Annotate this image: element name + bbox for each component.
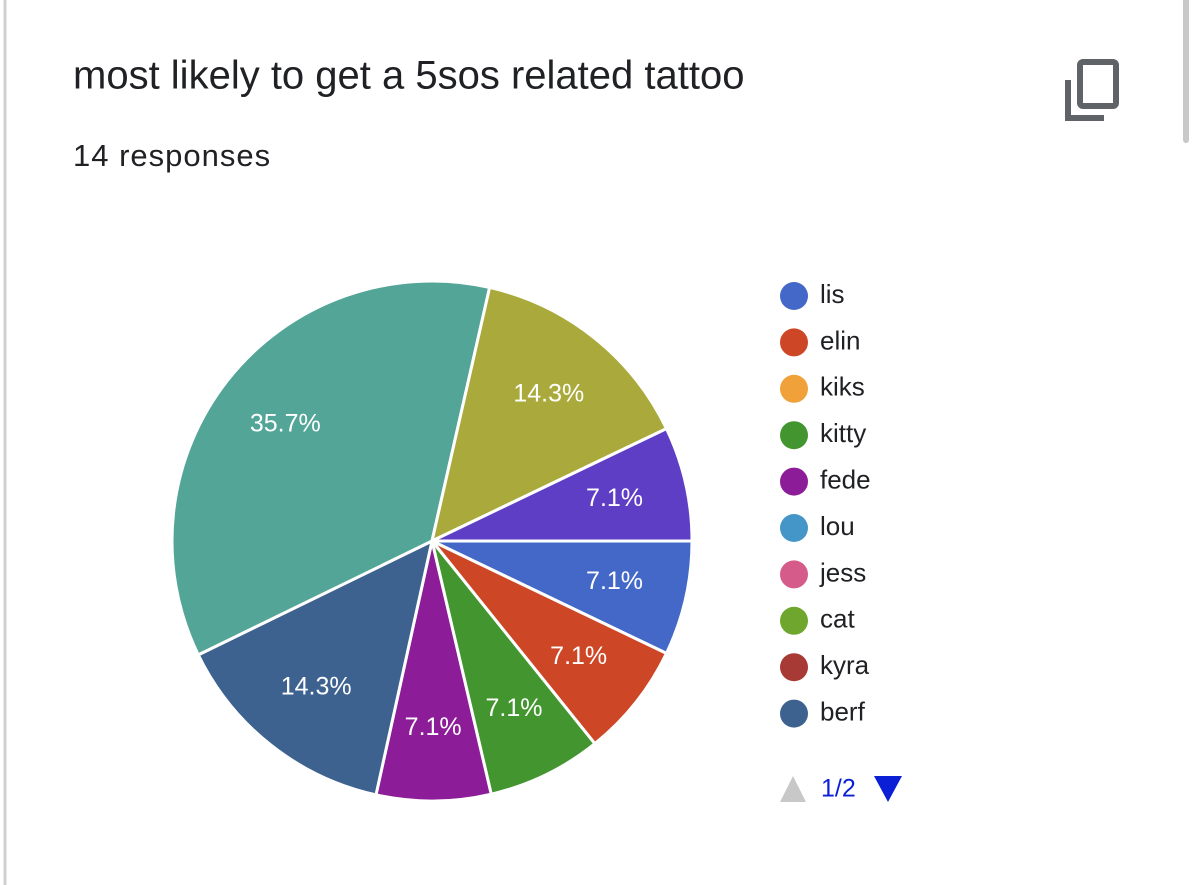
pie-slice <box>429 285 669 544</box>
pie-slice <box>170 279 492 657</box>
copy-icon[interactable] <box>1065 59 1119 121</box>
pager-next[interactable] <box>874 776 902 802</box>
legend-label: fede <box>820 464 871 494</box>
slice-label: 7.1% <box>586 567 643 595</box>
slice-label: 7.1% <box>586 484 643 512</box>
legend-swatch <box>780 328 808 357</box>
legend-swatch <box>780 653 808 682</box>
pie-slice <box>374 540 494 803</box>
pie-slice <box>431 426 694 543</box>
pager-prev[interactable] <box>780 776 806 802</box>
pie-slice <box>430 540 597 796</box>
pie-slice <box>430 539 669 746</box>
chart-title: most likely to get a 5sos related tattoo <box>73 54 744 98</box>
legend-swatch <box>780 606 808 635</box>
slice-label: 35.7% <box>250 409 321 437</box>
legend-label: kitty <box>820 418 866 448</box>
legend-label: cat <box>820 604 855 634</box>
pie-slice <box>431 539 694 656</box>
legend-swatch <box>780 467 808 496</box>
legend-label: jess <box>819 557 866 587</box>
legend-label: lou <box>820 511 855 541</box>
legend-swatch <box>780 421 808 450</box>
legend-label: kyra <box>820 650 870 680</box>
pie-slice <box>196 538 435 797</box>
legend-label: berf <box>820 696 866 726</box>
slice-label: 7.1% <box>485 694 542 722</box>
slice-label: 7.1% <box>405 713 462 741</box>
legend-pager: 1/2 <box>780 775 902 803</box>
legend-swatch <box>780 699 808 728</box>
slice-label: 7.1% <box>550 642 607 670</box>
legend-label: elin <box>820 325 860 355</box>
slice-label: 14.3% <box>281 673 352 701</box>
legend-swatch <box>780 514 808 542</box>
slice-label: 14.3% <box>513 379 584 407</box>
pager-label: 1/2 <box>821 775 856 803</box>
response-count: 14 responses <box>73 138 271 173</box>
legend-label: kiks <box>820 372 865 402</box>
legend-swatch <box>780 560 808 589</box>
legend-label: lis <box>820 279 845 309</box>
legend-swatch <box>780 374 808 403</box>
legend-swatch <box>780 282 808 310</box>
